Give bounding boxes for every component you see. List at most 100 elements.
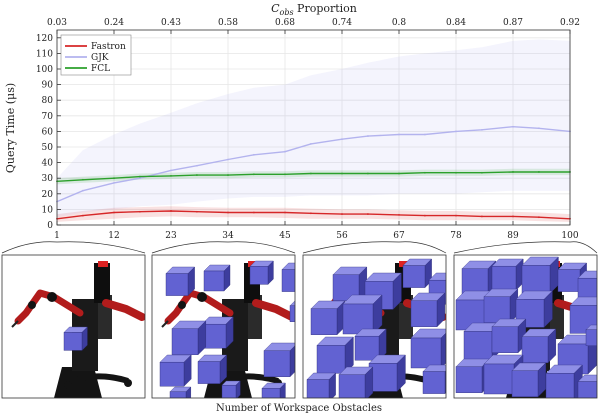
- robot-joint: [28, 301, 36, 309]
- point-fcl: [398, 172, 400, 175]
- y-tick-label: 80: [42, 96, 54, 106]
- obstacle-front: [491, 326, 519, 353]
- x-tick-label: 67: [393, 231, 405, 241]
- point-fcl: [310, 172, 312, 175]
- y-tick-label: 110: [36, 49, 53, 59]
- point-fcl: [481, 171, 483, 174]
- x-tick-label: 89: [507, 231, 519, 241]
- point-gjk: [424, 133, 426, 136]
- point-fastron: [227, 211, 229, 214]
- robot-panel: [1, 254, 146, 399]
- point-gjk: [538, 127, 540, 130]
- point-fcl: [82, 178, 84, 181]
- y-tick-label: 60: [42, 127, 54, 137]
- x2-tick-label: 0.74: [332, 18, 352, 28]
- robot-right-arm: [252, 299, 295, 321]
- y-tick-label: 50: [42, 143, 54, 153]
- callout-brace: [302, 241, 447, 254]
- robot-joint: [197, 292, 207, 302]
- x2-tick-label: 0.58: [218, 18, 238, 28]
- band-fastron: [57, 206, 570, 222]
- robot-panel: [302, 254, 447, 399]
- x2-tick-label: 0.43: [161, 18, 181, 28]
- point-fastron: [170, 210, 172, 212]
- x2-tick-label: 0.92: [560, 18, 580, 28]
- point-fcl: [341, 172, 343, 175]
- robot-wheel: [64, 381, 72, 389]
- x-axis-label: Number of Workspace Obstacles: [216, 403, 382, 414]
- x-tick-label: 78: [450, 231, 462, 241]
- robot-panels: [1, 254, 598, 399]
- point-fcl: [284, 173, 286, 176]
- point-gjk: [398, 133, 400, 136]
- callout-connectors: [1, 241, 598, 254]
- point-gjk: [310, 142, 312, 145]
- obstacle-front: [422, 371, 446, 394]
- point-fcl: [367, 172, 369, 175]
- robot-panel: [453, 254, 598, 399]
- obstacle-front: [354, 336, 380, 361]
- point-gjk: [481, 128, 483, 131]
- point-fastron: [538, 216, 540, 219]
- y-tick-label: 30: [42, 174, 54, 184]
- obstacle-side: [185, 386, 192, 398]
- point-gjk: [196, 164, 198, 167]
- point-fastron: [196, 210, 198, 213]
- obstacle-top: [281, 262, 295, 270]
- obstacle-front: [203, 270, 225, 292]
- obstacle-front: [159, 362, 185, 387]
- obstacle-front: [402, 265, 426, 288]
- point-fcl: [538, 171, 540, 173]
- point-fastron: [113, 211, 115, 214]
- point-fastron: [253, 211, 255, 214]
- point-fcl: [227, 174, 229, 176]
- panel-frame: [453, 254, 598, 399]
- point-gjk: [170, 169, 172, 172]
- y-tick-label: 0: [47, 221, 53, 231]
- point-gjk: [113, 181, 115, 184]
- robot-head-light: [98, 261, 108, 267]
- robot-joint: [47, 292, 57, 302]
- robot-leg: [227, 373, 279, 384]
- point-fastron: [139, 210, 141, 213]
- point-fastron: [398, 213, 400, 216]
- robot-joint: [178, 301, 186, 309]
- panel-frame: [151, 254, 296, 399]
- obstacle-front: [165, 273, 189, 296]
- x2-tick-label: 0.24: [104, 18, 124, 28]
- panel-frame: [302, 254, 447, 399]
- robot-leg: [77, 373, 129, 384]
- obstacle-front: [545, 373, 575, 398]
- point-fcl: [455, 171, 457, 174]
- robot-panel: [151, 254, 296, 399]
- x-tick-label: 23: [165, 231, 177, 241]
- top-axis-label: Cobs Proportion: [271, 2, 357, 17]
- point-fastron: [367, 213, 369, 215]
- point-gjk: [227, 158, 229, 161]
- point-fcl: [424, 171, 426, 174]
- point-fastron: [424, 214, 426, 217]
- y-tick-label: 90: [42, 81, 54, 91]
- obstacle-front: [521, 265, 551, 294]
- y-tick-label: 20: [42, 190, 54, 200]
- robot-base: [54, 367, 102, 398]
- y-tick-label: 40: [42, 159, 54, 169]
- obstacle-front: [577, 381, 597, 398]
- robot-right-arm: [102, 299, 145, 321]
- x2-tick-label: 0.8: [392, 18, 407, 28]
- obstacle-front: [221, 385, 237, 398]
- x-tick-label: 12: [108, 231, 119, 241]
- obstacle-front: [521, 336, 549, 363]
- obstacle-front: [281, 269, 295, 292]
- point-fastron: [481, 215, 483, 218]
- y-tick-label: 100: [36, 65, 53, 75]
- panel-content: [455, 256, 597, 398]
- obstacle-front: [171, 328, 199, 355]
- obstacle-front: [289, 305, 295, 322]
- y-tick-label: 70: [42, 112, 54, 122]
- robot-head-column: [94, 263, 110, 303]
- legend-label-fastron: Fastron: [91, 42, 126, 52]
- robot-left-arm: [14, 289, 84, 325]
